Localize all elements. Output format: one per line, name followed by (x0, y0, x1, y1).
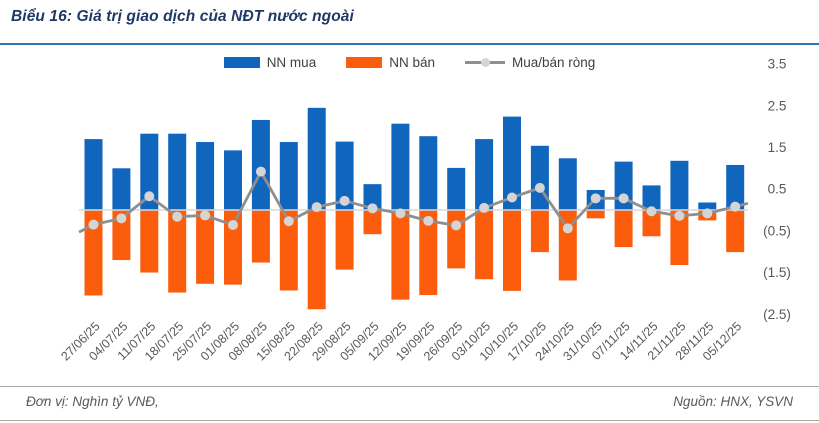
net-line-marker (702, 208, 713, 219)
bar-nn-ban (251, 210, 270, 263)
bar-nn-ban (670, 210, 689, 266)
bar-nn-mua (475, 139, 494, 210)
net-line-swatch-icon (464, 57, 505, 68)
bar-nn-mua (251, 119, 270, 210)
legend-label-nn-ban: NN bán (389, 55, 435, 70)
nn-mua-swatch-icon (223, 57, 260, 68)
footer-divider-top (0, 386, 819, 387)
bar-nn-ban (642, 210, 661, 237)
net-line-marker (590, 193, 601, 204)
net-line-marker (562, 223, 573, 234)
bar-nn-mua (447, 167, 466, 210)
bar-nn-ban (279, 210, 298, 291)
chart-title: Biểu 16: Giá trị giao dịch của NĐT nước … (11, 8, 354, 25)
y-tick-label: 3.5 (768, 57, 787, 72)
title-divider (0, 43, 819, 45)
net-line-marker (674, 210, 685, 221)
net-line-marker (116, 213, 127, 224)
y-tick-label: (2.5) (763, 307, 791, 322)
nn-ban-swatch-icon (346, 57, 383, 68)
bar-nn-ban (196, 210, 215, 284)
net-line-marker (200, 210, 211, 221)
y-tick-label: 2.5 (768, 98, 787, 113)
bar-nn-ban (586, 210, 605, 219)
net-line-marker (88, 219, 99, 230)
bar-nn-ban (447, 210, 466, 269)
bar-nn-ban (391, 210, 410, 300)
net-line-marker (172, 211, 183, 222)
bar-nn-mua (279, 142, 298, 210)
bar-nn-mua (84, 139, 103, 210)
bar-nn-ban (168, 210, 187, 293)
bar-nn-mua (140, 133, 159, 210)
net-line-marker (228, 220, 238, 231)
bar-nn-ban (363, 210, 382, 235)
y-tick-label: (1.5) (763, 265, 791, 280)
net-line-marker (311, 202, 322, 213)
net-line-marker (507, 192, 517, 203)
legend-item-nn-mua[interactable]: NN mua (223, 55, 317, 70)
net-line-marker (451, 220, 462, 231)
net-line-marker (395, 208, 406, 219)
bar-nn-mua (168, 133, 187, 210)
net-line-marker (283, 216, 294, 227)
bar-nn-mua (224, 150, 242, 210)
bar-nn-ban (530, 210, 549, 253)
y-tick-label: 1.5 (768, 140, 787, 155)
bar-nn-ban (84, 210, 103, 296)
unit-note: Đơn vị: Nghìn tỷ VNĐ, (26, 394, 159, 409)
net-line-marker (479, 202, 490, 213)
legend-item-net[interactable]: Mua/bán ròng (464, 55, 596, 70)
bar-nn-ban (307, 210, 326, 310)
net-line-marker (534, 182, 545, 193)
bar-nn-mua (503, 116, 521, 210)
bar-nn-mua (642, 185, 661, 210)
bar-nn-mua (419, 136, 438, 210)
bar-nn-mua (726, 164, 745, 210)
bar-nn-mua (670, 160, 689, 210)
bar-nn-mua (307, 107, 326, 210)
legend: NN mua NN bán Mua/bán ròng (0, 55, 819, 70)
bar-nn-mua (530, 145, 549, 210)
y-tick-label: 0.5 (768, 182, 787, 197)
bar-nn-ban (475, 210, 494, 280)
bar-nn-ban (112, 210, 131, 261)
bar-nn-mua (112, 168, 131, 210)
source-note: Nguồn: HNX, YSVN (673, 394, 793, 409)
legend-label-nn-mua: NN mua (266, 55, 317, 70)
bar-nn-mua (196, 142, 215, 210)
net-line-marker (144, 191, 155, 202)
bar-nn-ban (335, 210, 354, 270)
bar-nn-mua (335, 141, 354, 210)
bar-nn-mua (558, 158, 577, 210)
legend-item-nn-ban[interactable]: NN bán (346, 55, 435, 70)
net-line-marker (646, 206, 657, 217)
bar-nn-ban (503, 210, 521, 291)
net-line-marker (255, 166, 266, 177)
net-line-marker (367, 203, 378, 214)
bar-nn-ban (726, 210, 745, 253)
footer: Đơn vị: Nghìn tỷ VNĐ, Nguồn: HNX, YSVN (0, 394, 819, 409)
bar-nn-ban (419, 210, 438, 296)
bar-nn-ban (614, 210, 633, 248)
footer-divider-bottom (0, 420, 819, 421)
bar-nn-mua (698, 202, 717, 210)
bar-nn-mua (391, 123, 410, 210)
bar-nn-mua (363, 184, 382, 210)
bar-nn-ban (224, 210, 242, 285)
net-line-marker (730, 201, 741, 212)
net-line-marker (339, 195, 350, 206)
net-line-marker (423, 215, 434, 226)
net-line-marker (618, 193, 629, 204)
y-tick-label: (0.5) (763, 223, 791, 238)
bar-nn-ban (140, 210, 159, 273)
legend-label-net: Mua/bán ròng (511, 55, 596, 70)
